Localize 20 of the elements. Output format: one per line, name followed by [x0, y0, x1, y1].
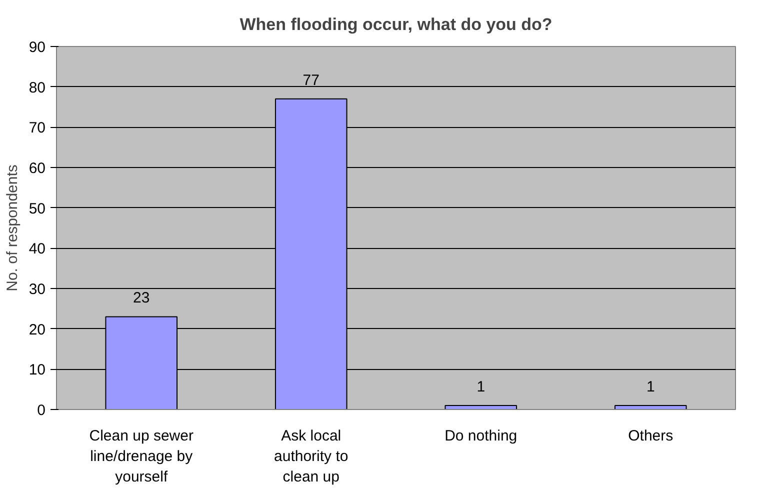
x-tick-label: Clean up sewer line/drenage by yourself	[89, 428, 194, 486]
y-tick-label: 90	[28, 39, 46, 56]
x-tick-label: Ask local authority to clean up	[274, 428, 348, 486]
data-label: 1	[646, 378, 655, 396]
x-tick-label: Do nothing	[444, 428, 518, 444]
y-tick-label: 60	[28, 160, 46, 177]
data-label: 1	[476, 378, 486, 396]
y-tick-label: 30	[28, 281, 46, 298]
y-tick-label: 40	[28, 240, 46, 258]
chart-title: When flooding occur, what do you do?	[240, 15, 552, 34]
y-tick-label: 0	[37, 402, 46, 419]
y-tick-label: 10	[28, 362, 46, 379]
x-tick-label: Others	[628, 428, 674, 444]
data-label: 77	[302, 72, 320, 89]
y-tick-label: 50	[28, 200, 46, 218]
y-tick-label: 70	[28, 120, 46, 137]
y-axis-title: No. of respondents	[4, 164, 21, 292]
y-tick-label: 80	[28, 79, 46, 96]
data-label: 23	[133, 290, 150, 307]
y-tick-label: 20	[28, 321, 46, 338]
